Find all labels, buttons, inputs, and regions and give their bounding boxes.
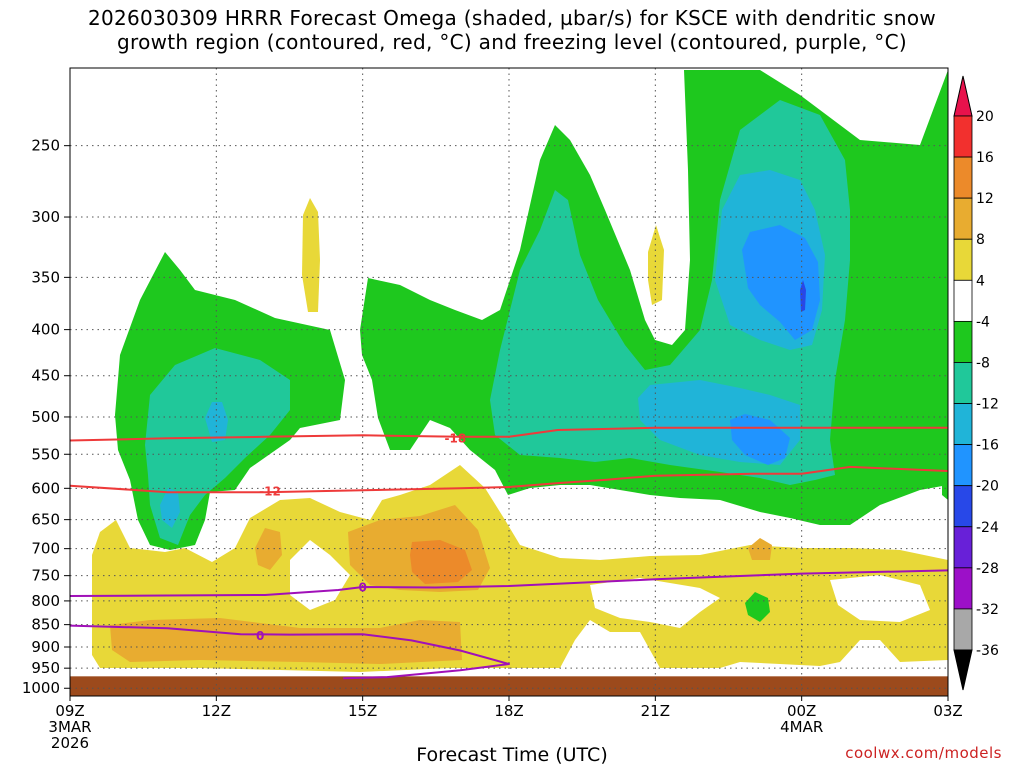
x-date-label: 4MAR	[780, 718, 823, 736]
colorbar-label: -24	[976, 520, 999, 536]
colorbar-label: -4	[976, 314, 990, 330]
omega-shade-blue-left-1	[205, 402, 228, 442]
credit-text: coolwx.com/models	[845, 744, 1002, 762]
gridlines	[70, 68, 948, 696]
contour-dgz_minus12	[70, 465, 948, 494]
y-tick-label: 700	[31, 540, 60, 558]
omega-shade-white-hole-3	[830, 575, 930, 622]
x-tick-label: 15Z	[348, 702, 377, 720]
omega-shade-yellow-upper-2	[648, 225, 664, 305]
colorbar-label: -16	[976, 438, 999, 454]
y-tick-label: 350	[31, 268, 60, 286]
colorbar-bottom-arrow	[953, 649, 973, 691]
colorbar-band	[953, 567, 973, 610]
x-axis-label: Forecast Time (UTC)	[416, 744, 608, 766]
ground-fill	[70, 676, 948, 696]
y-tick-label: 1000	[22, 679, 60, 697]
contour-label-freezing_level_lower: 0	[256, 629, 264, 643]
y-tick-label: 750	[31, 567, 60, 585]
colorbar-label: -20	[976, 479, 999, 495]
colorbar-band	[953, 156, 973, 199]
colorbar-band	[953, 403, 973, 446]
y-tick-label: 900	[31, 638, 60, 656]
omega-shade-orange-core-right	[748, 538, 772, 560]
omega-shade-orange-core-lowlevel	[110, 618, 462, 664]
contour-lines: -18 -12 0 0	[70, 426, 948, 680]
colorbar-label: -32	[976, 602, 999, 618]
omega-shade-orange-strong	[410, 540, 472, 584]
colorbar-band	[953, 320, 973, 363]
y-tick-label: 800	[31, 592, 60, 610]
omega-shade-teal-left	[145, 348, 290, 545]
contour-label-dgz_minus18: -18	[445, 431, 467, 445]
colorbar-label: 4	[976, 273, 985, 289]
omega-shade-blue-strong-lower	[730, 414, 790, 465]
plot-frame	[69, 67, 949, 697]
y-tick-label: 450	[31, 367, 60, 385]
colorbar-band	[953, 115, 973, 158]
colorbar-band	[953, 485, 973, 528]
colorbar-label: -8	[976, 355, 990, 371]
y-tick-label: 500	[31, 408, 60, 426]
contour-freezing_level_upper	[70, 569, 948, 597]
colorbar-label: 8	[976, 232, 985, 248]
y-tick-label: 950	[31, 659, 60, 677]
x-tick-label: 00Z	[787, 702, 816, 720]
x-tick-label: 18Z	[494, 702, 523, 720]
colorbar-label: 20	[976, 109, 994, 125]
omega-shade-yellow-lowlevel	[92, 465, 948, 672]
colorbar-band	[953, 197, 973, 240]
x-tick-label: 12Z	[202, 702, 231, 720]
omega-shade-yellow-upper-1	[302, 198, 320, 312]
chart-title-line-2: growth region (contoured, red, °C) and f…	[117, 30, 907, 54]
x-tick-label: 21Z	[641, 702, 670, 720]
colorbar-band	[953, 238, 973, 281]
omega-shade-blue-strong-upper	[742, 225, 820, 340]
contour-label-dgz_minus12: -12	[259, 485, 281, 499]
colorbar-band	[953, 608, 973, 651]
chart-title-line-1: 2026030309 HRRR Forecast Omega (shaded, …	[87, 6, 937, 30]
omega-shade-blue-left-2	[160, 488, 180, 528]
y-tick-label: 250	[31, 137, 60, 155]
colorbar-label: -28	[976, 561, 999, 577]
colorbar-band	[953, 279, 973, 322]
omega-colorbar: 20 16 12 8 4 -4 -8 -12 -16 -20 -24 -28 -32 -36	[953, 75, 999, 691]
y-tick-label: 850	[31, 616, 60, 634]
colorbar-band	[953, 526, 973, 569]
omega-shade-green-small-cell	[745, 592, 770, 622]
contour-freezing_level_lower	[70, 624, 510, 680]
colorbar-label: -12	[976, 397, 999, 413]
colorbar-band	[953, 444, 973, 487]
colorbar-label: 12	[976, 191, 994, 207]
colorbar-label: 16	[976, 150, 994, 166]
omega-shade-green-right-edge	[942, 478, 948, 500]
contour-label-freezing_level_upper: 0	[358, 580, 366, 594]
y-tick-label: 300	[31, 208, 60, 226]
x-date-label: 2026	[51, 734, 89, 752]
omega-shading	[92, 70, 948, 672]
y-axis: 250 300 350 400 450 500 550 600 650 700 750 800 850 9…	[22, 137, 70, 697]
contour-dgz_minus18	[70, 426, 948, 442]
colorbar-top-arrow	[953, 75, 973, 117]
y-tick-label: 400	[31, 321, 60, 339]
y-tick-label: 550	[31, 445, 60, 463]
x-date-label: 3MAR	[48, 718, 91, 736]
colorbar-band	[953, 362, 973, 404]
y-tick-label: 650	[31, 511, 60, 529]
y-tick-label: 600	[31, 479, 60, 497]
x-tick-label: 09Z	[55, 702, 84, 720]
colorbar-label: -36	[976, 643, 999, 659]
x-tick-label: 03Z	[933, 702, 962, 720]
